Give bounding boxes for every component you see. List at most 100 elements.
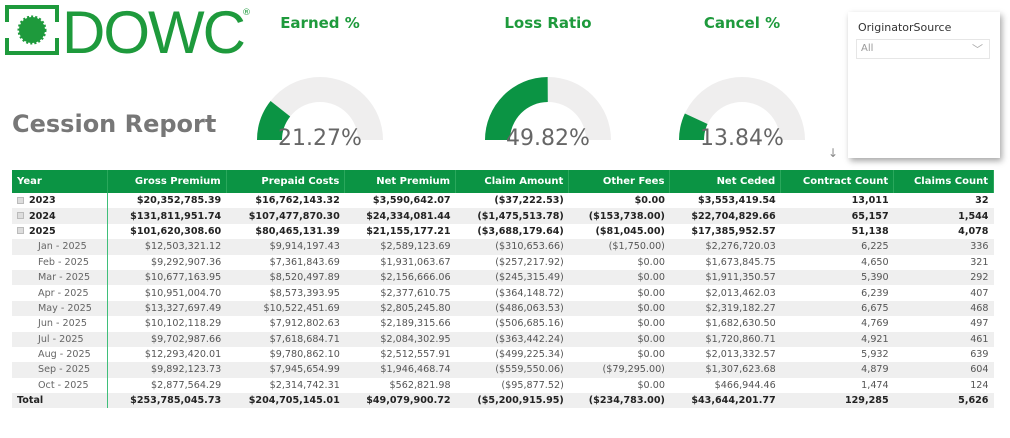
cell-text: $0.00 (634, 195, 665, 207)
cell: ($363,442.24) (455, 331, 569, 347)
cell: ($1,750.00) (568, 239, 670, 255)
cell-text: 13,011 (851, 195, 889, 207)
cell: 5,626 (893, 393, 994, 409)
cell: 4,921 (780, 331, 894, 347)
cell: $2,589,123.69 (344, 239, 456, 255)
cell: $0.00 (568, 269, 670, 286)
cell: $3,590,642.07 (345, 193, 456, 208)
cell: ($81,045.00) (569, 224, 670, 239)
column-header[interactable]: Prepaid Costs (226, 170, 346, 193)
gauge-fill (679, 113, 708, 140)
cell: $8,520,497.89 (226, 269, 345, 286)
originator-source-dropdown[interactable]: All ﹀ (856, 39, 990, 59)
cell-text: $16,762,143.32 (255, 195, 340, 207)
cell-text: ($310,653.66) (495, 241, 564, 253)
cell-text: 5,932 (861, 349, 889, 361)
cell: $253,785,045.73 (107, 393, 227, 409)
cell: $562,821.98 (345, 378, 456, 393)
cell-text: $12,503,321.12 (144, 241, 222, 253)
cell: $131,811,951.74 (107, 208, 227, 224)
table-row: May - 2025 $13,327,697.49 $10,522,451.69 $2… (12, 300, 994, 317)
cell: ($234,783.00) (568, 393, 670, 409)
cell: ($364,148.72) (456, 285, 569, 300)
row-label: Sep - 2025 (12, 362, 108, 378)
cell-text: $80,465,131.39 (255, 225, 340, 237)
cell: 32 (894, 193, 994, 208)
cell: $20,352,785.39 (107, 193, 226, 208)
cell: $0.00 (569, 316, 670, 331)
cell-text: 6,225 (861, 241, 889, 253)
cell-text: 4,879 (861, 364, 889, 376)
cell: $2,189,315.66 (345, 316, 456, 331)
drill-down-arrow-icon[interactable]: ↓ (828, 146, 839, 160)
cell-text: $2,013,462.03 (705, 287, 776, 299)
cell-text: $3,553,419.54 (698, 195, 776, 207)
cell-text: ($499,225.34) (495, 349, 564, 361)
cell: $1,682,630.50 (670, 316, 781, 331)
column-header[interactable]: Gross Premium (107, 170, 227, 193)
column-header[interactable]: Net Ceded (669, 170, 782, 193)
column-header[interactable]: Contract Count (780, 170, 895, 193)
cell-text: $2,512,557.91 (380, 349, 451, 361)
cell-text: $0.00 (637, 318, 665, 330)
cell-text: ($257,217.92) (495, 256, 564, 268)
cell: 65,157 (780, 208, 894, 224)
cell: $2,276,720.03 (669, 239, 781, 255)
cell-text: 1,474 (861, 379, 889, 391)
column-header[interactable]: Claims Count (893, 170, 994, 193)
row-label: Jun - 2025 (12, 316, 108, 332)
cell-text: 4,078 (958, 225, 989, 237)
cell-text: $17,385,952.57 (691, 225, 776, 237)
cell: 604 (893, 362, 994, 378)
cell: $1,911,350.57 (669, 269, 781, 286)
cell-text: ($364,148.72) (495, 287, 564, 299)
cell-text: $2,589,123.69 (380, 241, 451, 253)
cell-text: $9,892,123.73 (151, 364, 222, 376)
gauge-loss-ratio: Loss Ratio 49.82% (463, 14, 633, 164)
cell-text: 336 (970, 241, 989, 253)
cell: $2,512,557.91 (345, 347, 456, 362)
cell: $1,673,845.75 (670, 255, 781, 270)
column-header[interactable]: Other Fees (568, 170, 671, 193)
cell-text: $7,912,802.63 (269, 318, 340, 330)
cell-text: $3,590,642.07 (372, 195, 451, 207)
cell: $80,465,131.39 (226, 224, 345, 239)
table-row: Mar - 2025 $10,677,163.95 $8,520,497.89 $2,… (12, 269, 994, 286)
column-header[interactable]: Claim Amount (455, 170, 570, 193)
cell: $1,720,860.71 (669, 331, 781, 347)
logo-text: DOWC (62, 0, 246, 66)
cell-text: ($245,315.49) (495, 272, 564, 284)
cell-text: $0.00 (637, 287, 665, 299)
cell: 497 (894, 316, 994, 331)
cell-text: 604 (970, 364, 989, 376)
row-label: May - 2025 (12, 300, 108, 317)
cell-text: $1,673,845.75 (705, 256, 776, 268)
column-header[interactable]: Year (12, 170, 108, 193)
cell-text: Feb - 2025 (38, 256, 89, 268)
cell-text: Total (17, 395, 44, 407)
expand-collapse-icon[interactable] (17, 196, 24, 204)
cell-text: ($506,685.16) (495, 318, 564, 330)
cell: $8,573,393.95 (226, 285, 345, 300)
gauge-arc (679, 77, 805, 140)
cell-text: $2,314,742.31 (269, 379, 340, 391)
cell: 1,544 (893, 208, 994, 224)
cell-text: $101,620,308.60 (130, 225, 222, 237)
cell-text: $13,327,697.49 (144, 302, 222, 314)
cell-text: ($486,063.53) (495, 302, 564, 314)
cell-text: $8,520,497.89 (269, 272, 340, 284)
column-header[interactable]: Net Premium (344, 170, 457, 193)
cell-text: ($1,750.00) (608, 241, 665, 253)
cell-text: $7,945,654.99 (269, 364, 340, 376)
cell-text: $1,682,630.50 (705, 318, 776, 330)
cell: $9,892,123.73 (107, 362, 227, 378)
cell: $0.00 (569, 285, 670, 300)
cell: $2,319,182.27 (669, 300, 781, 317)
cell: 321 (894, 255, 994, 270)
cell: $2,084,302.95 (344, 331, 456, 347)
expand-collapse-icon[interactable] (17, 227, 24, 235)
expand-collapse-icon[interactable] (17, 212, 24, 220)
cell-text: $131,811,951.74 (130, 210, 222, 222)
cell-text: ($79,295.00) (602, 364, 665, 376)
cell-text: $9,914,197.43 (269, 241, 340, 253)
